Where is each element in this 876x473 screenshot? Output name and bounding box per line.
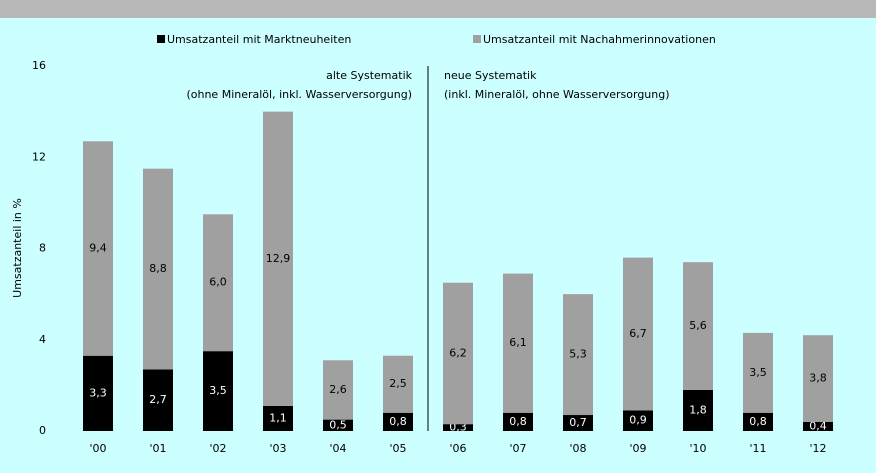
bar-segment xyxy=(503,273,533,413)
data-label: 3,5 xyxy=(209,384,227,397)
data-label: 0,5 xyxy=(329,418,347,431)
x-tick-label: '12 xyxy=(809,442,826,455)
data-label: 3,5 xyxy=(749,366,767,379)
x-tick-label: '03 xyxy=(269,442,286,455)
data-label: 6,2 xyxy=(449,346,467,359)
bar-segment xyxy=(683,389,713,431)
data-label: 5,6 xyxy=(689,319,707,332)
bar-segment xyxy=(323,360,353,420)
annotation: neue Systematik xyxy=(444,69,537,82)
data-label: 1,1 xyxy=(269,411,287,424)
data-label: 0,4 xyxy=(809,419,827,432)
x-tick-label: '02 xyxy=(209,442,226,455)
bar-segment xyxy=(323,419,353,431)
annotation: (inkl. Mineralöl, ohne Wasserversorgung) xyxy=(444,88,670,101)
bar-segment xyxy=(263,405,293,431)
data-label: 2,5 xyxy=(389,377,407,390)
legend-label: Umsatzanteil mit Nachahmerinnovationen xyxy=(483,33,716,46)
x-tick-label: '01 xyxy=(149,442,166,455)
bar-segment xyxy=(143,369,173,431)
data-label: 6,1 xyxy=(509,336,527,349)
legend-swatch xyxy=(473,35,481,43)
data-label: 2,6 xyxy=(329,383,347,396)
y-axis-label: Umsatzanteil in % xyxy=(11,198,24,298)
x-tick-label: '09 xyxy=(629,442,646,455)
bar-segment xyxy=(683,262,713,390)
x-tick-label: '05 xyxy=(389,442,406,455)
y-tick-label: 4 xyxy=(39,333,46,346)
y-tick-label: 0 xyxy=(39,424,46,437)
bar-segment xyxy=(563,294,593,416)
data-label: 0,8 xyxy=(389,415,407,428)
data-label: 12,9 xyxy=(266,252,291,265)
x-tick-label: '08 xyxy=(569,442,586,455)
bar-segment xyxy=(383,412,413,431)
annotation: alte Systematik xyxy=(326,69,413,82)
x-tick-label: '11 xyxy=(749,442,766,455)
bar-segment xyxy=(743,412,773,431)
bar-segment xyxy=(803,421,833,431)
data-label: 1,8 xyxy=(689,403,707,416)
y-tick-label: 8 xyxy=(39,242,46,255)
data-label: 0,8 xyxy=(509,415,527,428)
bar-segment xyxy=(203,214,233,352)
bar-segment xyxy=(563,415,593,431)
legend-label: Umsatzanteil mit Marktneuheiten xyxy=(167,33,351,46)
bar-segment xyxy=(203,351,233,431)
data-label: 0,9 xyxy=(629,414,647,427)
data-label: 8,8 xyxy=(149,262,167,275)
annotation: (ohne Mineralöl, inkl. Wasserversorgung) xyxy=(186,88,412,101)
bar-segment xyxy=(443,282,473,425)
bar-segment xyxy=(83,141,113,356)
x-tick-label: '06 xyxy=(449,442,466,455)
x-tick-label: '07 xyxy=(509,442,526,455)
data-label: 0,8 xyxy=(749,415,767,428)
data-label: 3,8 xyxy=(809,372,827,385)
bar-segment xyxy=(383,355,413,413)
bar-segment xyxy=(623,257,653,411)
y-tick-label: 16 xyxy=(32,59,46,72)
data-label: 2,7 xyxy=(149,393,167,406)
data-label: 5,3 xyxy=(569,348,587,361)
bar-segment xyxy=(83,355,113,431)
bar-segment xyxy=(263,111,293,406)
header-band xyxy=(0,0,876,18)
x-tick-label: '00 xyxy=(89,442,106,455)
data-label: 0,7 xyxy=(569,416,587,429)
bar-segment xyxy=(143,168,173,370)
data-label: 6,7 xyxy=(629,327,647,340)
x-tick-label: '10 xyxy=(689,442,706,455)
bar-segment xyxy=(803,335,833,422)
bar-segment xyxy=(443,424,473,431)
x-tick-label: '04 xyxy=(329,442,346,455)
y-tick-label: 12 xyxy=(32,150,46,163)
bar-segment xyxy=(743,332,773,413)
legend-swatch xyxy=(157,35,165,43)
data-label: 9,4 xyxy=(89,242,107,255)
data-label: 3,3 xyxy=(89,386,107,399)
data-label: 6,0 xyxy=(209,276,227,289)
bar-segment xyxy=(623,410,653,431)
bar-segment xyxy=(503,412,533,431)
